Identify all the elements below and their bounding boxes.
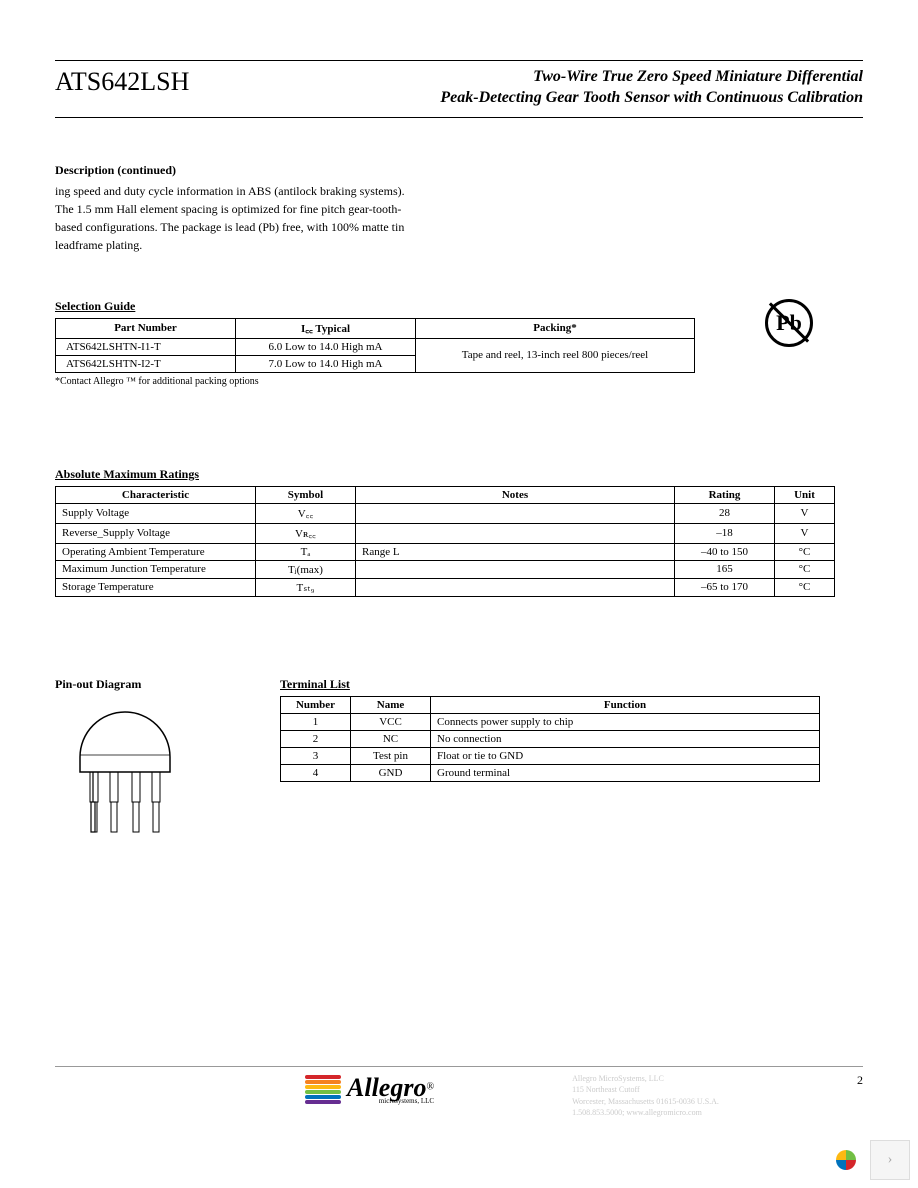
rc: °C [775, 543, 835, 560]
part-number: ATS642LSH [55, 67, 189, 97]
rc: °C [775, 560, 835, 578]
ratings-col: Notes [356, 486, 675, 503]
pinout-diagram-icon [55, 702, 195, 852]
rc [356, 523, 675, 543]
rc: Tₐ [256, 543, 356, 560]
nav-widget: › [826, 1140, 910, 1180]
rc: V꜀꜀ [256, 503, 356, 523]
rc: Storage Temperature [56, 578, 256, 596]
addr-line: Allegro MicroSystems, LLC [572, 1073, 719, 1084]
ratings-heading: Absolute Maximum Ratings [55, 467, 863, 482]
sel-col-packing: Packing* [416, 318, 695, 338]
selection-guide-table: Part Number I꜀꜀ Typical Packing* ATS642L… [55, 318, 695, 373]
sel-col-pn: Part Number [56, 318, 236, 338]
pb-free-icon: Pb [765, 299, 813, 347]
addr-line: 1.508.853.5000; www.allegromicro.com [572, 1107, 719, 1118]
rc [356, 560, 675, 578]
rc: –18 [675, 523, 775, 543]
description-heading: Description (continued) [55, 163, 863, 178]
tc: No connection [431, 730, 820, 747]
terminal-heading: Terminal List [280, 677, 863, 692]
rc: °C [775, 578, 835, 596]
term-col: Number [281, 696, 351, 713]
selection-footnote: *Contact Allegro ™ for additional packin… [55, 376, 695, 387]
page-number: 2 [857, 1073, 863, 1088]
sel-col-icc: I꜀꜀ Typical [236, 318, 416, 338]
tc: VCC [351, 713, 431, 730]
rc: Operating Ambient Temperature [56, 543, 256, 560]
footer: Allegro® microsystems, LLC Allegro Micro… [55, 1066, 863, 1118]
rc: Maximum Junction Temperature [56, 560, 256, 578]
tc: Connects power supply to chip [431, 713, 820, 730]
rc: Reverse_Supply Voltage [56, 523, 256, 543]
tc: NC [351, 730, 431, 747]
nav-next-button[interactable]: › [870, 1140, 910, 1180]
addr-line: 115 Northeast Cutoff [572, 1084, 719, 1095]
pb-label: Pb [776, 310, 802, 336]
term-col: Name [351, 696, 431, 713]
rc: 28 [675, 503, 775, 523]
sel-cell: ATS642LSHTN-I1-T [56, 338, 236, 355]
tc: Ground terminal [431, 764, 820, 781]
title-line-1: Two-Wire True Zero Speed Miniature Diffe… [440, 67, 863, 88]
ratings-col: Rating [675, 486, 775, 503]
rc: –40 to 150 [675, 543, 775, 560]
rc [356, 503, 675, 523]
tc: GND [351, 764, 431, 781]
selection-guide-heading: Selection Guide [55, 299, 695, 314]
rc [356, 578, 675, 596]
selection-guide-section: Selection Guide Part Number I꜀꜀ Typical … [55, 299, 863, 387]
tc: 2 [281, 730, 351, 747]
logo-stripes-icon [305, 1075, 341, 1104]
pinout-heading: Pin-out Diagram [55, 677, 220, 692]
company-address: Allegro MicroSystems, LLC 115 Northeast … [572, 1073, 719, 1118]
pinout-section: Pin-out Diagram [55, 677, 220, 857]
header: ATS642LSH Two-Wire True Zero Speed Minia… [55, 60, 863, 118]
tc: 4 [281, 764, 351, 781]
title-line-2: Peak-Detecting Gear Tooth Sensor with Co… [440, 88, 863, 109]
sel-cell: 6.0 Low to 14.0 High mA [236, 338, 416, 355]
ratings-section: Absolute Maximum Ratings Characteristic … [55, 467, 863, 597]
allegro-logo: Allegro® microsystems, LLC [305, 1073, 434, 1105]
rc: V [775, 523, 835, 543]
tc: 1 [281, 713, 351, 730]
tc: Test pin [351, 747, 431, 764]
description-body: ing speed and duty cycle information in … [55, 182, 415, 254]
ratings-col: Symbol [256, 486, 356, 503]
sel-cell: 7.0 Low to 14.0 High mA [236, 355, 416, 372]
rc: Tₛₜ₉ [256, 578, 356, 596]
tc: Float or tie to GND [431, 747, 820, 764]
ratings-col: Unit [775, 486, 835, 503]
document-title: Two-Wire True Zero Speed Miniature Diffe… [440, 67, 863, 109]
ratings-table: Characteristic Symbol Notes Rating Unit … [55, 486, 835, 597]
rc: Supply Voltage [56, 503, 256, 523]
chevron-right-icon: › [888, 1152, 893, 1168]
addr-line: Worcester, Massachusetts 01615-0036 U.S.… [572, 1096, 719, 1107]
sel-cell: ATS642LSHTN-I2-T [56, 355, 236, 372]
rc: V [775, 503, 835, 523]
nav-badge-icon[interactable] [826, 1140, 866, 1180]
sel-cell-packing: Tape and reel, 13-inch reel 800 pieces/r… [416, 338, 695, 372]
term-col: Function [431, 696, 820, 713]
rc: 165 [675, 560, 775, 578]
tc: 3 [281, 747, 351, 764]
ratings-col: Characteristic [56, 486, 256, 503]
rc: Vʀ꜀꜀ [256, 523, 356, 543]
rc: Range L [356, 543, 675, 560]
rc: –65 to 170 [675, 578, 775, 596]
description-section: Description (continued) ing speed and du… [55, 163, 863, 254]
terminal-list-section: Terminal List Number Name Function 1VCCC… [280, 677, 863, 857]
rc: Tⱼ(max) [256, 560, 356, 578]
terminal-table: Number Name Function 1VCCConnects power … [280, 696, 820, 782]
